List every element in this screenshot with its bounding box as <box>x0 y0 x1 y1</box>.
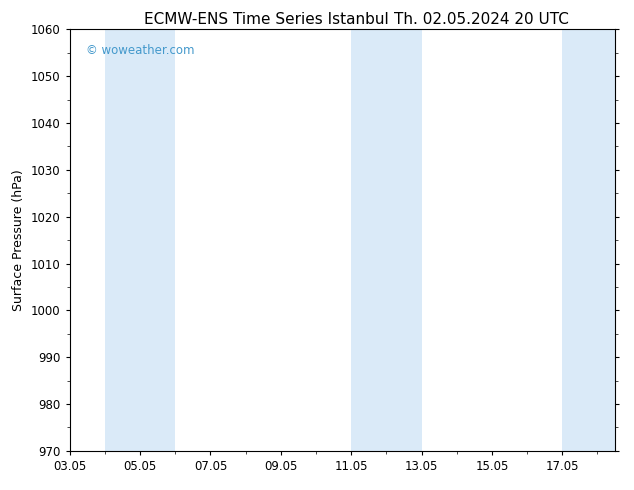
Y-axis label: Surface Pressure (hPa): Surface Pressure (hPa) <box>13 169 25 311</box>
Bar <box>351 29 422 451</box>
Bar <box>562 29 615 451</box>
Text: © woweather.com: © woweather.com <box>86 44 195 57</box>
Text: ECMW-ENS Time Series Istanbul: ECMW-ENS Time Series Istanbul <box>144 12 389 27</box>
Bar <box>105 29 175 451</box>
Text: Th. 02.05.2024 20 UTC: Th. 02.05.2024 20 UTC <box>394 12 569 27</box>
